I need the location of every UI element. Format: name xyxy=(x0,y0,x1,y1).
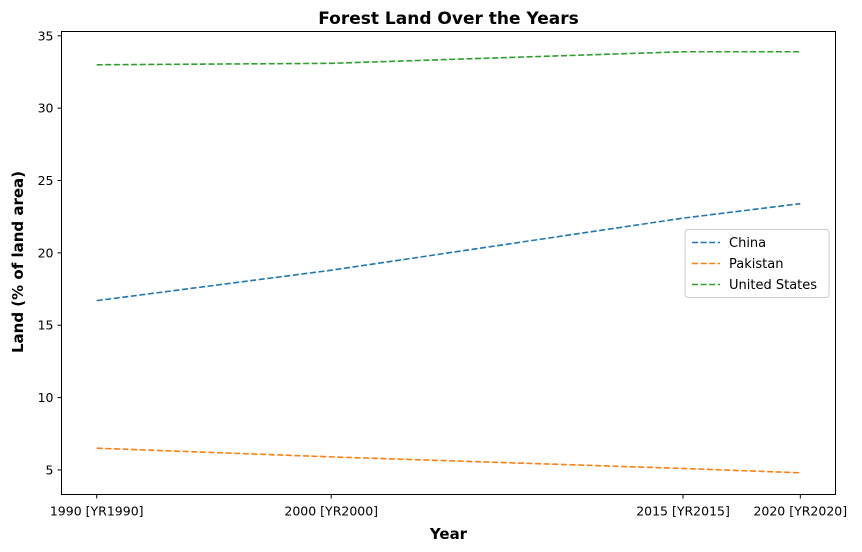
x-tick-label: 2000 [YR2000] xyxy=(284,504,378,519)
legend: China Pakistan United States xyxy=(684,229,830,298)
x-tick-label: 2020 [YR2020] xyxy=(753,504,847,519)
series-line-china xyxy=(96,202,801,302)
legend-entry: China xyxy=(729,236,766,251)
y-tick-label: 10 xyxy=(38,390,54,405)
y-tick-label: 15 xyxy=(38,318,54,333)
series-line-united-states xyxy=(96,50,801,66)
plot-area: 1990 [YR1990] 2000 [YR2000] 2015 [YR2015] 2… xyxy=(38,28,848,518)
plot-frame xyxy=(61,31,836,495)
y-tick-label: 35 xyxy=(38,28,54,43)
y-axis-label: Land (% of land area) xyxy=(9,171,27,353)
x-axis-label: Year xyxy=(429,525,468,543)
legend-entry: Pakistan xyxy=(729,257,783,272)
y-tick-label: 25 xyxy=(38,173,54,188)
legend-box xyxy=(684,229,830,298)
x-tick-label: 1990 [YR1990] xyxy=(50,504,144,519)
series-line-pakistan xyxy=(96,447,801,474)
chart-title: Forest Land Over the Years xyxy=(318,9,578,29)
y-tick-label: 20 xyxy=(38,245,54,260)
x-tick-label: 2015 [YR2015] xyxy=(636,504,730,519)
y-tick-label: 5 xyxy=(46,462,54,477)
y-tick-label: 30 xyxy=(38,101,54,116)
legend-entry: United States xyxy=(729,278,817,293)
